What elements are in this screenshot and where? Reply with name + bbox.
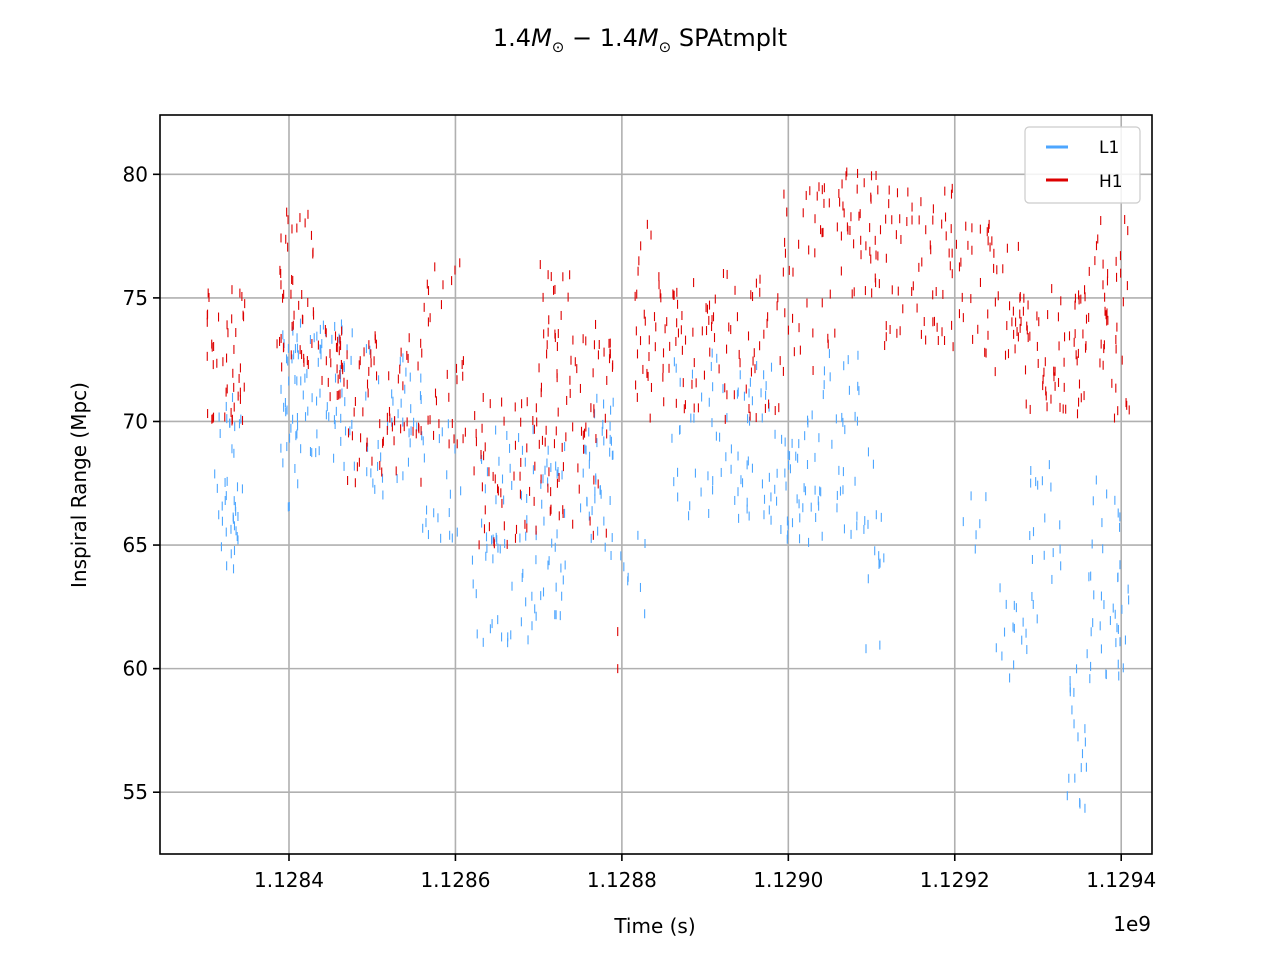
legend-label-h1: H1 xyxy=(1099,172,1123,192)
series-h1 xyxy=(206,167,1130,674)
y-tick-label: 55 xyxy=(123,780,148,804)
y-tick-label: 60 xyxy=(123,657,148,681)
y-tick-label: 70 xyxy=(123,409,148,433)
x-tick-label: 1.1292 xyxy=(920,868,990,892)
data-series-layer xyxy=(206,167,1130,813)
grid-lines xyxy=(160,115,1152,854)
y-tick-label: 65 xyxy=(123,533,148,557)
x-offset-label: 1e9 xyxy=(1113,912,1151,936)
legend-box xyxy=(1024,126,1141,204)
x-axis-label: Time (s) xyxy=(613,914,695,938)
chart-title: 1.4M⊙ − 1.4M⊙ SPAtmplt xyxy=(493,24,787,56)
legend: L1 H1 xyxy=(1024,126,1141,204)
plot-frame xyxy=(159,114,1153,855)
y-tick-label: 75 xyxy=(123,286,148,310)
x-tick-label: 1.1294 xyxy=(1086,868,1156,892)
legend-label-l1: L1 xyxy=(1099,138,1119,158)
axis-ticks: 1.1284 1.1286 1.1288 1.1290 1.1292 1.1294 55 60… xyxy=(123,162,1157,892)
x-tick-label: 1.1286 xyxy=(420,868,490,892)
x-tick-label: 1.1290 xyxy=(753,868,823,892)
y-tick-label: 80 xyxy=(123,162,148,186)
x-tick-label: 1.1284 xyxy=(254,868,324,892)
y-axis-label: Inspiral Range (Mpc) xyxy=(67,382,91,588)
x-tick-label: 1.1288 xyxy=(587,868,657,892)
series-l1 xyxy=(214,318,1130,813)
